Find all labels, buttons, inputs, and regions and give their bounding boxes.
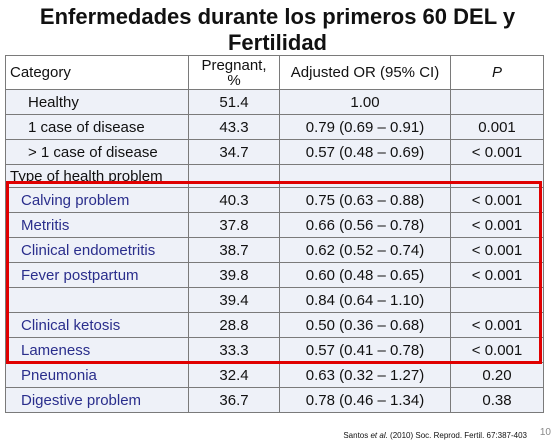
row-p-value: < 0.001: [450, 237, 544, 263]
row-p-value: < 0.001: [450, 312, 544, 338]
header-pregnant-line-2: %: [227, 71, 241, 89]
citation-source: (2010) Soc. Reprod. Fertil. 67:387-403: [387, 431, 527, 440]
row-category: Pneumonia: [5, 362, 189, 388]
row-adjusted-or: 0.78 (0.46 – 1.34): [279, 387, 451, 413]
row-p-value: [450, 89, 544, 115]
row-category: Lameness: [5, 337, 189, 363]
table-header-row: Category Pregnant, % Adjusted OR (95% CI…: [5, 55, 544, 90]
table-row: Clinical endometritis 38.7 0.62 (0.52 – …: [5, 237, 544, 263]
row-adjusted-or: 0.66 (0.56 – 0.78): [279, 212, 451, 238]
table-row: > 1 case of disease 34.7 0.57 (0.48 – 0.…: [5, 139, 544, 165]
row-pregnant: 39.8: [188, 262, 280, 288]
table-row: Clinical ketosis 28.8 0.50 (0.36 – 0.68)…: [5, 312, 544, 338]
row-pregnant: 40.3: [188, 187, 280, 213]
row-category: Digestive problem: [5, 387, 189, 413]
citation: Santos et al. (2010) Soc. Reprod. Fertil…: [343, 431, 527, 440]
section-label: Type of health problem: [5, 164, 189, 188]
row-pregnant: 32.4: [188, 362, 280, 388]
table-row: Calving problem 40.3 0.75 (0.63 – 0.88) …: [5, 187, 544, 213]
row-pregnant: [188, 164, 280, 188]
row-p-value: < 0.001: [450, 337, 544, 363]
row-p-value: [450, 287, 544, 313]
row-pregnant: 33.3: [188, 337, 280, 363]
row-adjusted-or: 0.62 (0.52 – 0.74): [279, 237, 451, 263]
slide-title-line-2: Fertilidad: [227, 30, 327, 55]
table-row: Digestive problem 36.7 0.78 (0.46 – 1.34…: [5, 387, 544, 413]
row-p-value: 0.38: [450, 387, 544, 413]
citation-authors: Santos: [343, 431, 371, 440]
row-pregnant: 51.4: [188, 89, 280, 115]
table-section-row: Type of health problem: [5, 164, 544, 188]
row-p-value: [450, 164, 544, 188]
row-pregnant: 34.7: [188, 139, 280, 165]
row-category: Fever postpartum: [5, 262, 189, 288]
row-p-value: 0.20: [450, 362, 544, 388]
row-adjusted-or: 0.79 (0.69 – 0.91): [279, 114, 451, 140]
row-adjusted-or: 0.50 (0.36 – 0.68): [279, 312, 451, 338]
table-row: Metritis 37.8 0.66 (0.56 – 0.78) < 0.001: [5, 212, 544, 238]
row-p-value: < 0.001: [450, 187, 544, 213]
row-category: Metritis: [5, 212, 189, 238]
row-category: Clinical ketosis: [5, 312, 189, 338]
slide-number: 10: [539, 427, 551, 438]
row-p-value: < 0.001: [450, 212, 544, 238]
table-row: 1 case of disease 43.3 0.79 (0.69 – 0.91…: [5, 114, 544, 140]
row-p-value: 0.001: [450, 114, 544, 140]
header-category: Category: [5, 55, 189, 90]
row-p-value: < 0.001: [450, 262, 544, 288]
row-category: [5, 287, 189, 313]
header-p-value: P: [450, 55, 544, 90]
header-pregnant: Pregnant, %: [188, 55, 280, 90]
row-adjusted-or: 1.00: [279, 89, 451, 115]
slide-title: Enfermedades durante los primeros 60 DEL…: [0, 4, 555, 56]
slide-title-line-1: Enfermedades durante los primeros 60 DEL…: [39, 4, 516, 29]
row-category: > 1 case of disease: [5, 139, 189, 165]
row-category: 1 case of disease: [5, 114, 189, 140]
row-pregnant: 38.7: [188, 237, 280, 263]
table-row: 39.4 0.84 (0.64 – 1.10): [5, 287, 544, 313]
row-category: Clinical endometritis: [5, 237, 189, 263]
row-adjusted-or: 0.63 (0.32 – 1.27): [279, 362, 451, 388]
row-adjusted-or: 0.75 (0.63 – 0.88): [279, 187, 451, 213]
row-adjusted-or: 0.57 (0.41 – 0.78): [279, 337, 451, 363]
table-row: Lameness 33.3 0.57 (0.41 – 0.78) < 0.001: [5, 337, 544, 363]
citation-etal: et al.: [370, 431, 388, 440]
row-adjusted-or: 0.60 (0.48 – 0.65): [279, 262, 451, 288]
header-adjusted-or: Adjusted OR (95% CI): [279, 55, 451, 90]
row-pregnant: 39.4: [188, 287, 280, 313]
row-category: Healthy: [5, 89, 189, 115]
table-row: Pneumonia 32.4 0.63 (0.32 – 1.27) 0.20: [5, 362, 544, 388]
row-pregnant: 36.7: [188, 387, 280, 413]
table-row: Healthy 51.4 1.00: [5, 89, 544, 115]
table-row: Fever postpartum 39.8 0.60 (0.48 – 0.65)…: [5, 262, 544, 288]
row-pregnant: 28.8: [188, 312, 280, 338]
row-adjusted-or: 0.57 (0.48 – 0.69): [279, 139, 451, 165]
fertility-odds-ratio-table: Category Pregnant, % Adjusted OR (95% CI…: [5, 55, 544, 413]
row-adjusted-or: 0.84 (0.64 – 1.10): [279, 287, 451, 313]
row-category: Calving problem: [5, 187, 189, 213]
row-pregnant: 37.8: [188, 212, 280, 238]
row-adjusted-or: [279, 164, 451, 188]
row-p-value: < 0.001: [450, 139, 544, 165]
row-pregnant: 43.3: [188, 114, 280, 140]
header-pregnant-line-1: Pregnant,: [201, 56, 267, 74]
